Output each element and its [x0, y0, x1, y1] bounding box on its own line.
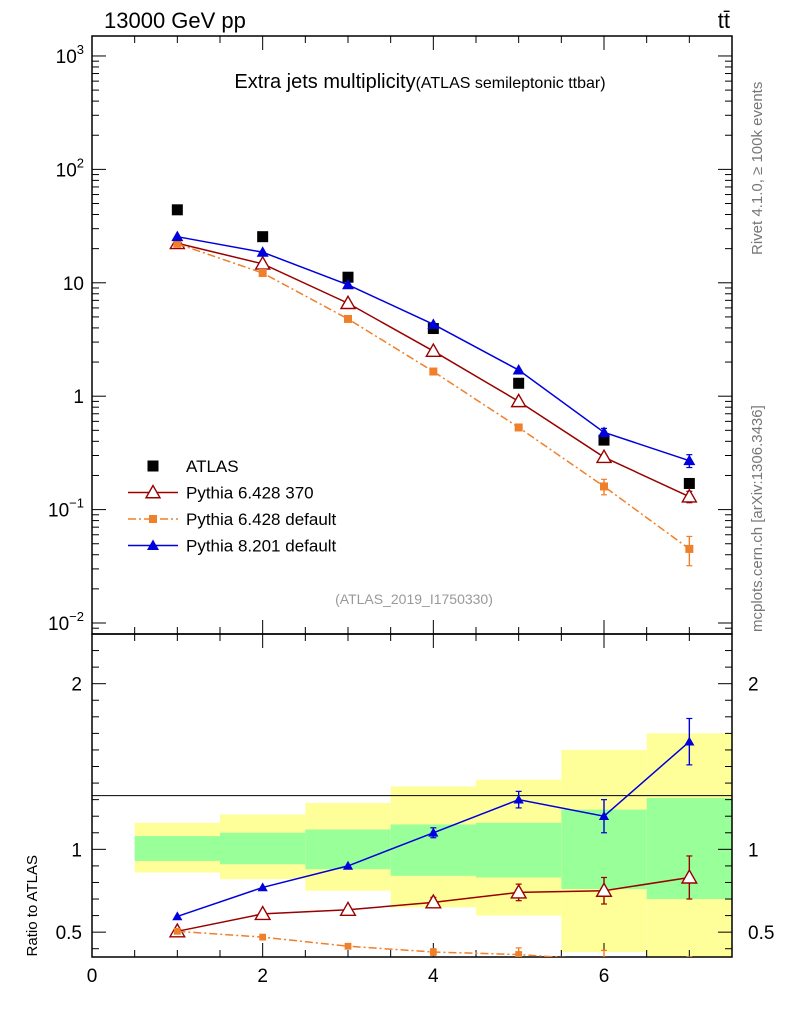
- ratio-x-tick-label: 6: [599, 966, 610, 987]
- main-point-pythia6_default: [173, 239, 182, 248]
- main-y-tick-label: 10−2: [48, 609, 84, 635]
- main-point-data: [257, 231, 269, 243]
- main-point-pythia8_default: [171, 230, 184, 242]
- main-point-pythia8_default: [683, 454, 696, 466]
- ratio-y-tick-label-right: 1: [748, 840, 759, 861]
- side-text-top: Rivet 4.1.0, ≥ 100k events: [749, 82, 766, 255]
- ratio-y-tick-label-right: 0.5: [748, 923, 774, 944]
- ratio-y-tick-label: 2: [71, 675, 82, 696]
- main-point-pythia6_370: [595, 448, 613, 464]
- main-point-pythia6_default: [685, 544, 694, 553]
- ratio-point-pythia6_370: [339, 901, 357, 917]
- ratio-x-tick-label: 2: [257, 966, 268, 987]
- main-point-data: [342, 271, 354, 283]
- process-label: tt̄: [718, 8, 730, 33]
- ratio-band-inner: [476, 822, 562, 878]
- main-line-pythia6_default: [177, 243, 690, 550]
- legend-label-data: ATLAS: [186, 457, 239, 476]
- main-point-pythia6_default: [429, 367, 438, 376]
- ratio-series: [168, 717, 698, 974]
- main-point-data: [513, 377, 525, 389]
- ratio-point-pythia8_default: [342, 860, 354, 870]
- plot-title-suffix: (ATLAS semileptonic ttbar): [416, 75, 606, 92]
- ratio-point-pythia8_default: [428, 827, 439, 837]
- main-point-pythia8_default: [512, 364, 525, 375]
- ratio-point-pythia8_default: [513, 794, 524, 804]
- ratio-axes: 0.5 0.5 1 1 2 2 0 2 4 6: [56, 634, 774, 987]
- ratio-point-pythia8_default: [598, 811, 610, 821]
- main-series: [169, 204, 698, 567]
- ratio-point-pythia6_370: [254, 905, 272, 921]
- ratio-point-pythia6_370: [510, 883, 528, 899]
- main-point-pythia6_370: [681, 488, 698, 503]
- ratio-band-inner: [134, 836, 220, 861]
- ratio-y-tick-label: 1: [71, 840, 82, 861]
- main-point-pythia8_default: [342, 278, 354, 290]
- main-point-data: [683, 477, 695, 489]
- main-y-tick-label: 10: [63, 274, 84, 295]
- ratio-point-pythia6_370: [680, 868, 698, 884]
- main-y-tick-label: 102: [56, 155, 84, 181]
- legend-label-pythia8_default: Pythia 8.201 default: [186, 537, 337, 556]
- main-point-pythia6_370: [339, 294, 357, 310]
- ratio-point-pythia6_370: [595, 881, 613, 897]
- ratio-point-pythia8_default: [172, 911, 183, 921]
- main-y-tick-label-exponent: 3: [77, 42, 84, 57]
- plot-title-main: Extra jets multiplicity: [234, 71, 415, 93]
- ratio-point-pythia6_default: [344, 942, 352, 950]
- main-point-pythia6_370: [510, 392, 527, 408]
- main-y-tick-label: 1: [73, 387, 84, 408]
- main-point-pythia6_370: [425, 342, 442, 358]
- main-point-data: [598, 434, 610, 446]
- ratio-point-pythia8_default: [257, 882, 268, 892]
- legend-marker-pythia8_default: [147, 539, 159, 550]
- main-point-pythia6_default: [258, 268, 267, 277]
- ratio-y-label: Ratio to ATLAS: [24, 855, 41, 956]
- side-text-bottom: mcplots.cern.ch [arXiv:1306.3436]: [749, 405, 766, 632]
- ratio-uncertainty-bands: [134, 733, 732, 957]
- legend-marker-pythia6_370: [144, 484, 162, 499]
- main-point-pythia8_default: [427, 318, 440, 329]
- main-point-pythia8_default: [598, 426, 610, 437]
- main-point-pythia6_default: [344, 314, 352, 323]
- ratio-x-tick-label: 4: [428, 966, 439, 987]
- ratio-point-pythia6_default: [600, 956, 608, 957]
- legend-marker-pythia6_default: [149, 515, 157, 523]
- legend-marker-data: [147, 460, 159, 472]
- main-point-pythia6_default: [514, 423, 523, 432]
- plot-title: Extra jets multiplicity(ATLAS semilepton…: [234, 71, 605, 93]
- ratio-x-tick-label: 0: [87, 966, 98, 987]
- main-y-tick-label-exponent: −1: [69, 496, 84, 511]
- main-y-tick-label-base: 10: [56, 160, 77, 181]
- ratio-point-pythia8_default: [684, 736, 695, 746]
- main-y-tick-label: 103: [56, 42, 84, 68]
- main-y-tick-label-exponent: 2: [77, 155, 84, 170]
- main-point-pythia6_default: [600, 482, 608, 491]
- ratio-band-inner: [220, 832, 306, 865]
- main-y-tick-label-base: 10: [48, 614, 69, 635]
- ratio-point-pythia6_default: [515, 951, 523, 957]
- energy-label: 13000 GeV pp: [104, 8, 246, 33]
- legend-label-pythia6_370: Pythia 6.428 370: [186, 484, 314, 503]
- ratio-y-tick-label-right: 2: [748, 675, 759, 696]
- main-y-tick-label: 10−1: [48, 496, 84, 522]
- ratio-point-pythia6_default: [173, 927, 181, 935]
- ratio-panel-frame: [91, 633, 733, 958]
- ratio-y-tick-label: 0.5: [56, 923, 82, 944]
- main-point-pythia8_default: [256, 246, 269, 257]
- ratio-point-pythia6_370: [424, 893, 442, 909]
- legend-label-pythia6_default: Pythia 6.428 default: [186, 510, 337, 529]
- ratio-point-pythia6_default: [686, 967, 693, 974]
- main-y-tick-label-base: 10: [56, 47, 77, 68]
- main-y-tick-label-base: 10: [48, 501, 69, 522]
- analysis-id: (ATLAS_2019_I1750330): [335, 591, 493, 607]
- main-point-data: [171, 204, 183, 216]
- legend: ATLAS Pythia 6.428 370 Pythia 6.428 defaul…: [128, 457, 337, 556]
- main-y-tick-label-exponent: −2: [69, 609, 84, 624]
- ratio-point-pythia6_default: [429, 948, 437, 956]
- ratio-point-pythia6_default: [259, 933, 267, 941]
